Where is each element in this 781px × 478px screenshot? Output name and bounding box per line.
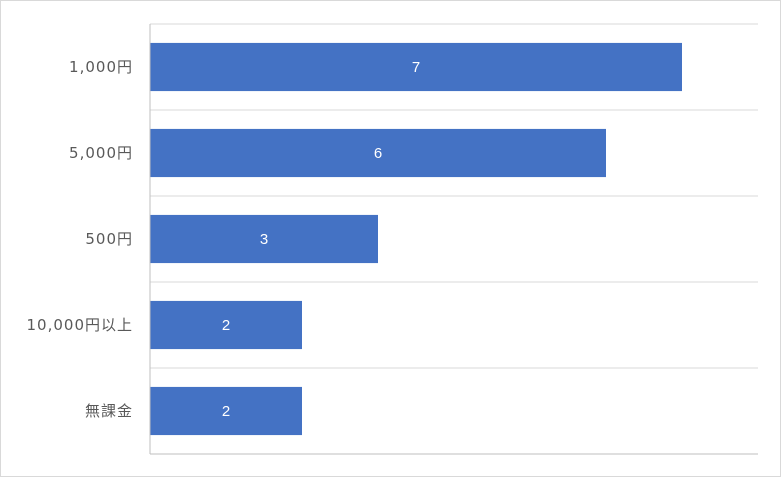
value-label: 7 — [412, 59, 420, 76]
value-label: 6 — [374, 145, 382, 162]
value-label: 3 — [260, 231, 268, 248]
bars — [150, 42, 682, 436]
gridlines — [150, 23, 758, 455]
bar — [150, 386, 302, 436]
bar — [150, 42, 682, 92]
category-label: 1,000円 — [69, 58, 133, 76]
value-labels: 7 6 3 2 2 — [222, 59, 420, 420]
value-label: 2 — [222, 317, 230, 334]
bar — [150, 128, 606, 178]
category-label: 10,000円以上 — [27, 316, 134, 334]
category-label: 500円 — [85, 230, 133, 248]
category-label: 5,000円 — [69, 144, 133, 162]
category-label: 無課金 — [85, 402, 133, 420]
bar — [150, 214, 378, 264]
value-label: 2 — [222, 403, 230, 420]
bar — [150, 300, 302, 350]
